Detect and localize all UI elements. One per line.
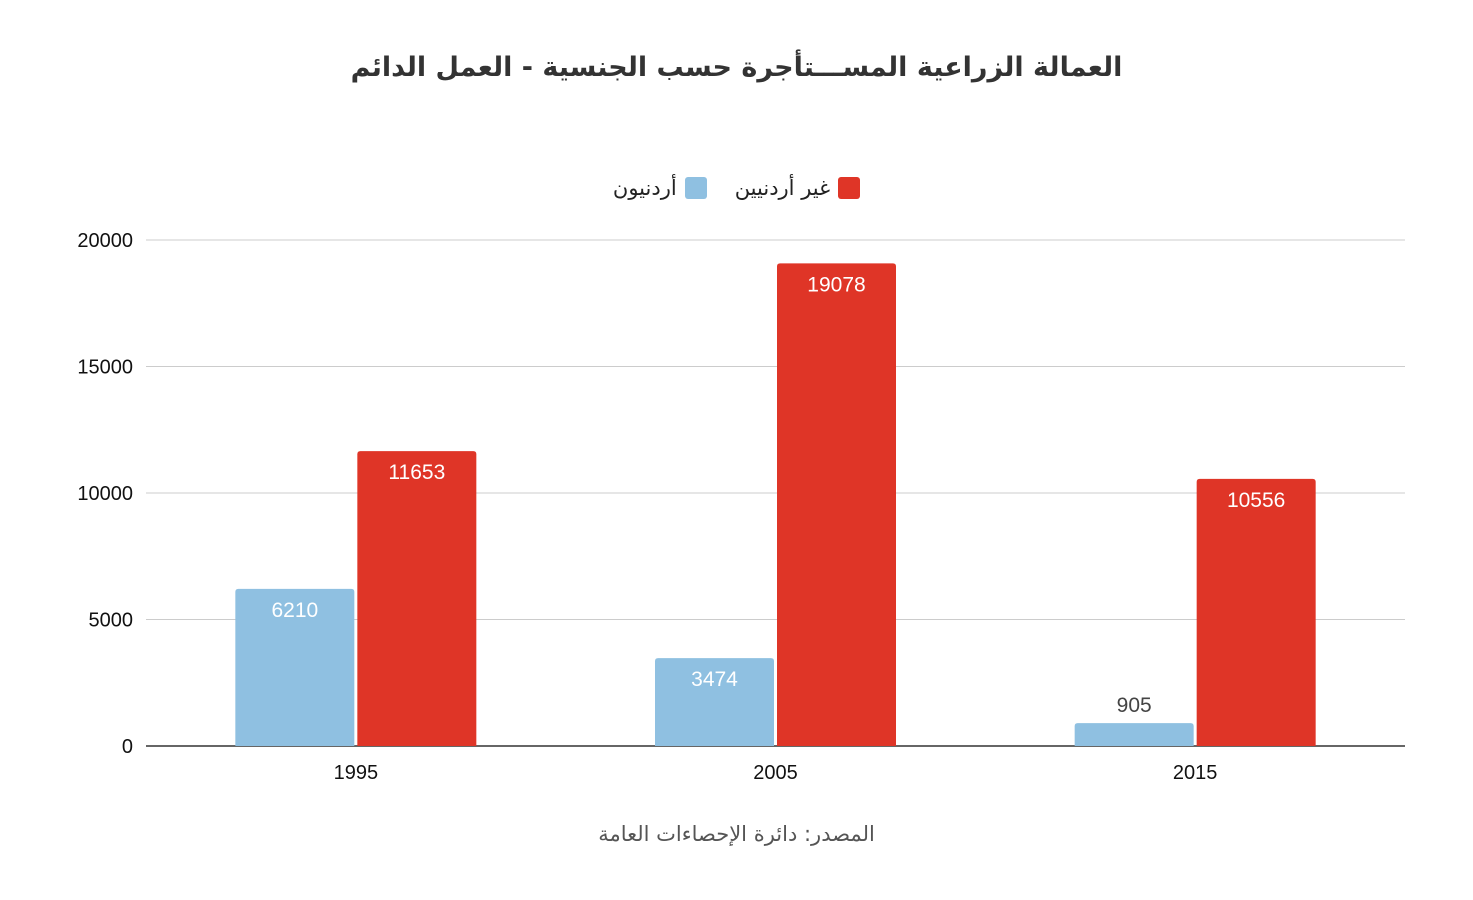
chart-title: العمالة الزراعية المســـتأجرة حسب الجنسي… bbox=[350, 52, 1123, 83]
legend-swatch-non-jordanians bbox=[838, 177, 861, 199]
data-label: 10556 bbox=[1227, 489, 1285, 512]
x-tick-label: 2015 bbox=[1173, 762, 1218, 784]
bar bbox=[777, 263, 896, 746]
y-tick-label: 10000 bbox=[77, 483, 133, 505]
data-label: 11653 bbox=[388, 461, 445, 484]
bar bbox=[655, 658, 774, 746]
y-tick-label: 5000 bbox=[89, 610, 134, 632]
legend-label-non-jordanians: غير أردنيين bbox=[734, 176, 831, 200]
x-tick-label: 2005 bbox=[753, 762, 798, 784]
y-tick-label: 15000 bbox=[77, 357, 133, 379]
legend: غير أردنيين أردنيون bbox=[0, 176, 1473, 200]
legend-item-jordanians: أردنيون bbox=[613, 176, 707, 200]
legend-label-jordanians: أردنيون bbox=[612, 176, 677, 200]
data-label: 905 bbox=[1117, 694, 1152, 717]
bar bbox=[357, 451, 477, 746]
x-tick-label: 1995 bbox=[334, 762, 379, 784]
bar bbox=[1196, 478, 1316, 746]
bar bbox=[235, 588, 355, 746]
data-label: 19078 bbox=[807, 273, 865, 296]
source-note: المصدر: دائرة الإحصاءات العامة bbox=[598, 822, 875, 846]
y-tick-label: 20000 bbox=[77, 230, 133, 252]
data-label: 6210 bbox=[271, 599, 318, 622]
data-label: 3474 bbox=[691, 668, 738, 691]
y-tick-label: 0 bbox=[122, 736, 133, 758]
bar bbox=[1074, 723, 1194, 746]
legend-item-non-jordanians: غير أردنيين bbox=[734, 176, 861, 200]
legend-swatch-jordanians bbox=[684, 177, 707, 199]
